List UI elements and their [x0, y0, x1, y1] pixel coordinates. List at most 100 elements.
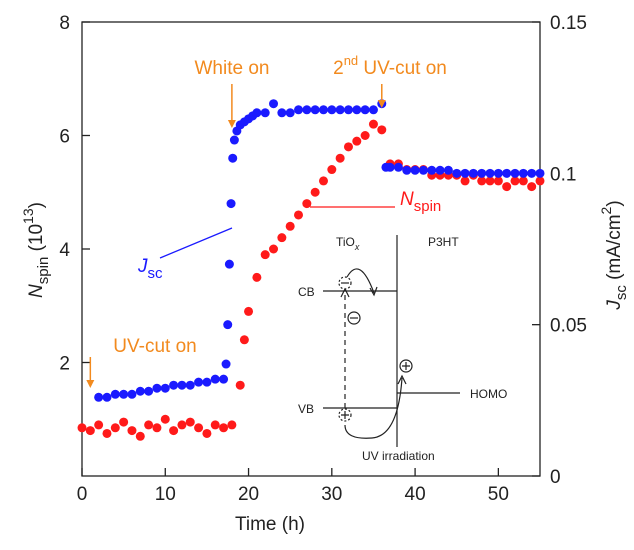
data-point — [327, 105, 337, 115]
label-end: ) — [26, 202, 47, 208]
data-point — [343, 142, 353, 152]
data-point — [169, 426, 179, 436]
data-point — [385, 162, 395, 172]
series-name: N — [400, 189, 414, 210]
annotation: White on — [195, 58, 270, 79]
label-main: N — [26, 284, 47, 298]
data-point — [318, 176, 328, 186]
inset-left: TiO — [336, 235, 355, 249]
data-point — [368, 105, 378, 115]
data-point — [418, 165, 428, 175]
label-rest: (10 — [26, 224, 47, 257]
hole-dotted — [338, 408, 352, 422]
data-point — [194, 377, 204, 387]
data-point — [269, 244, 279, 254]
series-name-sub: spin — [414, 198, 442, 215]
inset-labels: TiOx P3HT CB VB HOMO UV irradiation — [298, 235, 507, 463]
plus-sign — [341, 411, 349, 419]
y2-tick-label: 0.1 — [550, 164, 576, 185]
data-point — [269, 99, 279, 109]
data-point — [518, 168, 528, 178]
data-point — [443, 165, 453, 175]
data-point — [510, 176, 520, 186]
data-point — [219, 374, 229, 384]
annotation-text: UV-cut on — [358, 58, 447, 79]
annotation-text: UV-cut on — [113, 336, 196, 357]
data-point — [235, 380, 245, 390]
data-point — [477, 176, 487, 186]
x-axis-label: Time (h) — [235, 514, 305, 535]
data-point — [277, 108, 287, 118]
data-point — [294, 210, 304, 220]
data-point — [535, 176, 545, 186]
data-point — [223, 320, 233, 330]
data-marks — [77, 99, 545, 441]
y-tick-label: 4 — [59, 240, 70, 261]
inset-caption: UV irradiation — [362, 449, 435, 463]
data-point — [327, 165, 337, 175]
label-main: J — [604, 300, 625, 311]
data-point — [119, 389, 129, 399]
label-sup: 13 — [20, 208, 36, 224]
data-point — [210, 420, 220, 430]
labels: 0 10 20 30 40 50 2 4 6 8 0 0.05 0.1 0.15 Time (h) Nspin… — [20, 13, 630, 535]
data-point — [452, 168, 462, 178]
data-point — [518, 176, 528, 186]
data-point — [360, 105, 370, 115]
data-point — [219, 423, 229, 433]
x-tick-label: 40 — [405, 484, 426, 505]
annotation-arrowhead — [377, 100, 386, 108]
label-sup: 2 — [598, 206, 614, 214]
x-tick-label: 10 — [155, 484, 176, 505]
data-point — [226, 199, 236, 209]
data-point — [302, 105, 312, 115]
series-name: J — [137, 256, 148, 277]
data-point — [102, 428, 112, 438]
axis-label: Nspin (1013) — [20, 202, 52, 298]
data-point — [177, 380, 187, 390]
data-point — [377, 125, 387, 135]
data-point — [135, 431, 145, 441]
data-point — [144, 420, 154, 430]
data-point — [185, 417, 195, 427]
data-point — [435, 165, 445, 175]
data-point — [335, 153, 345, 163]
data-point — [352, 105, 362, 115]
data-point — [221, 359, 231, 369]
data-point — [277, 233, 287, 243]
arrow-head — [397, 374, 407, 385]
data-point — [85, 426, 95, 436]
data-point — [228, 153, 238, 163]
data-point — [169, 380, 179, 390]
data-point — [202, 428, 212, 438]
inset-left-sub: x — [354, 242, 360, 252]
data-point — [402, 165, 412, 175]
electron — [347, 311, 361, 325]
transfer-arrow — [346, 268, 375, 294]
data-point — [285, 221, 295, 231]
y2-tick-label: 0.15 — [550, 13, 587, 34]
x-tick-label: 30 — [321, 484, 342, 505]
electron-dotted — [338, 276, 352, 290]
annotation-pre: 2 — [333, 58, 344, 79]
data-point — [335, 105, 345, 115]
label-sub: sc — [613, 285, 630, 301]
annotation-text: White on — [195, 58, 270, 79]
data-point — [77, 423, 87, 433]
annotation: 2nd UV-cut on — [333, 53, 447, 79]
y-tick-label: 6 — [59, 127, 70, 148]
hole-arrow — [344, 377, 403, 439]
annotation-sup: nd — [344, 53, 358, 68]
data-point — [102, 392, 112, 402]
inset-homo: HOMO — [470, 387, 507, 401]
data-point — [252, 272, 262, 282]
data-point — [410, 165, 420, 175]
annotation: UV-cut on — [113, 336, 196, 357]
data-point — [493, 176, 503, 186]
data-point — [127, 389, 137, 399]
data-point — [94, 392, 104, 402]
data-point — [427, 165, 437, 175]
annotation-arrowhead — [86, 380, 95, 388]
data-point — [252, 108, 262, 118]
inset-cb: CB — [298, 285, 315, 299]
